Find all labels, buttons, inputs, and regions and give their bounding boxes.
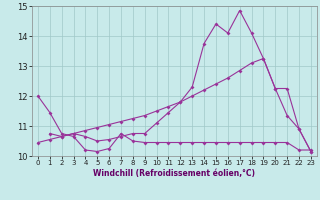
X-axis label: Windchill (Refroidissement éolien,°C): Windchill (Refroidissement éolien,°C): [93, 169, 255, 178]
